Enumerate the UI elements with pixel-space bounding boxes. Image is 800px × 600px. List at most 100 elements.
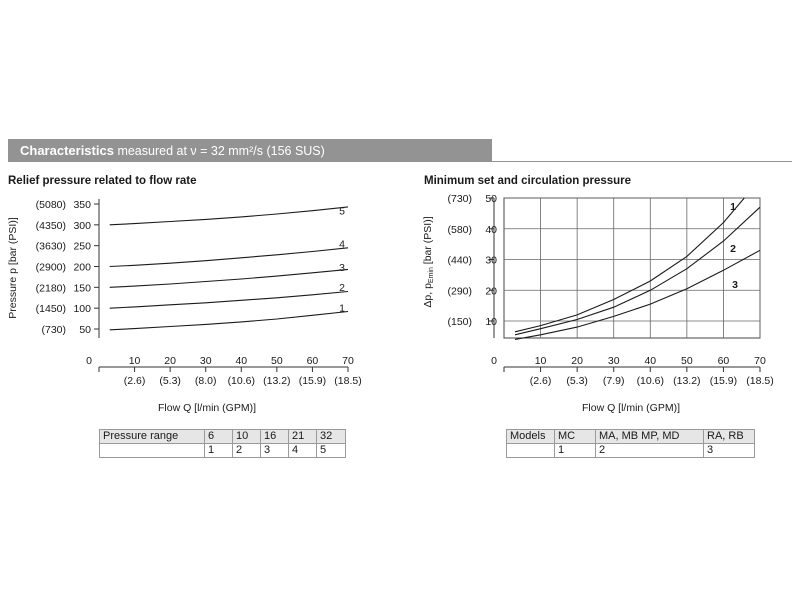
relief-x-tick-alt-label: (2.6) [124, 375, 146, 387]
relief-x-tick-label: 20 [164, 355, 176, 367]
relief-x-tick-alt-label: (18.5) [334, 375, 361, 387]
relief-series-line-5 [109, 206, 349, 226]
minimum-y-axis-label: Δp, pEmin [bar (PSI)] [422, 216, 435, 307]
relief-x-tick-alt-label: (15.9) [299, 375, 326, 387]
table-cell: 1 [204, 443, 233, 458]
pressure-range-table: Pressure range 6 10 16 21 32 1 2 3 4 5 [99, 429, 346, 458]
relief-y-tick-label: 350 [73, 199, 91, 211]
minimum-series-line-1 [514, 197, 745, 333]
table-cell: 1 [554, 443, 596, 458]
relief-y-tick-alt-label: (2180) [36, 282, 66, 294]
minimum-x-tick-alt-label: (18.5) [746, 375, 773, 387]
relief-series-label-3: 3 [339, 262, 345, 274]
relief-y-tick-label: 50 [79, 324, 91, 336]
table-header-row: Models MC MA, MB MP, MD RA, RB [506, 429, 755, 444]
relief-x-tick-label: 40 [235, 355, 247, 367]
minimum-x-axis-label: Flow Q [l/min (GPM)] [582, 402, 680, 414]
minimum-y-tick-label: 30 [485, 255, 497, 267]
relief-series-label-4: 4 [339, 239, 345, 251]
relief-x-tick-alt-label: (8.0) [195, 375, 217, 387]
table-cell: 6 [204, 429, 233, 444]
relief-y-tick-label: 250 [73, 241, 91, 253]
table-cell: 5 [316, 443, 346, 458]
relief-x-tick-alt-label: (10.6) [228, 375, 255, 387]
minimum-plot-frame [503, 197, 761, 339]
table-row: 1 2 3 [506, 443, 755, 458]
table-cell: 21 [288, 429, 317, 444]
table-cell: 16 [260, 429, 289, 444]
relief-series-line-3 [109, 268, 349, 288]
table-cell: 32 [316, 429, 346, 444]
minimum-y-tick-label: 40 [485, 224, 497, 236]
relief-y-tick-label: 200 [73, 262, 91, 274]
table-cell: 4 [288, 443, 317, 458]
minimum-x-tick-alt-label: (15.9) [710, 375, 737, 387]
table-cell: Models [506, 429, 555, 444]
table-cell: MA, MB MP, MD [595, 429, 704, 444]
minimum-series-label-2: 2 [730, 243, 736, 255]
relief-y-tick-alt-label: (3630) [36, 241, 66, 253]
table-cell: RA, RB [703, 429, 755, 444]
relief-origin-label: 0 [86, 355, 92, 367]
section-header-bar [8, 139, 492, 162]
minimum-x-tick-alt-label: (2.6) [530, 375, 552, 387]
table-row: 1 2 3 4 5 [99, 443, 346, 458]
minimum-origin-label: 0 [491, 355, 497, 367]
minimum-x-tick-label: 10 [535, 355, 547, 367]
minimum-x-tick-label: 30 [608, 355, 620, 367]
relief-y-axis-label: Pressure p [bar (PSI)] [7, 217, 19, 319]
relief-series-label-5: 5 [339, 206, 345, 218]
table-header-row: Pressure range 6 10 16 21 32 [99, 429, 346, 444]
minimum-x-tick-alt-label: (5.3) [566, 375, 588, 387]
minimum-x-tick-alt-label: (13.2) [673, 375, 700, 387]
minimum-y-tick-label: 50 [485, 193, 497, 205]
table-cell [99, 443, 205, 458]
minimum-x-tick-label: 50 [681, 355, 693, 367]
table-cell: 2 [232, 443, 261, 458]
relief-x-tick-alt-label: (13.2) [263, 375, 290, 387]
relief-y-tick-label: 150 [73, 282, 91, 294]
relief-series-line-2 [109, 290, 349, 309]
relief-x-tick-label: 50 [271, 355, 283, 367]
minimum-y-tick-alt-label: (290) [447, 285, 472, 297]
table-cell: 3 [703, 443, 755, 458]
minimum-series-line-3 [514, 249, 761, 340]
minimum-chart-title: Minimum set and circulation pressure [424, 175, 632, 187]
minimum-x-tick-label: 60 [718, 355, 730, 367]
section-header: Characteristics measured at ν = 32 mm²/s… [20, 142, 325, 160]
relief-x-tick-label: 60 [307, 355, 319, 367]
relief-y-tick-alt-label: (2900) [36, 262, 66, 274]
relief-x-tick-label: 70 [342, 355, 354, 367]
minimum-x-tick-label: 20 [571, 355, 583, 367]
relief-y-tick-alt-label: (730) [41, 324, 66, 336]
minimum-y-tick-label: 20 [485, 285, 497, 297]
relief-y-tick-label: 300 [73, 220, 91, 232]
section-subtitle: measured at ν = 32 mm²/s (156 SUS) [117, 144, 325, 158]
table-cell: 2 [595, 443, 704, 458]
table-cell [506, 443, 555, 458]
relief-y-tick-label: 100 [73, 303, 91, 315]
minimum-y-tick-alt-label: (150) [447, 316, 472, 328]
relief-chart-title: Relief pressure related to flow rate [8, 175, 197, 187]
relief-series-line-1 [109, 310, 349, 331]
minimum-series-line-2 [514, 206, 761, 336]
minimum-y-tick-alt-label: (580) [447, 224, 472, 236]
minimum-y-tick-alt-label: (730) [447, 193, 472, 205]
minimum-series-label-3: 3 [732, 279, 738, 291]
models-table: Models MC MA, MB MP, MD RA, RB 1 2 3 [506, 429, 755, 458]
relief-series-line-4 [109, 247, 349, 268]
minimum-x-tick-label: 70 [754, 355, 766, 367]
relief-series-label-2: 2 [339, 282, 345, 294]
minimum-series-label-1: 1 [730, 201, 736, 213]
relief-y-tick-alt-label: (1450) [36, 303, 66, 315]
table-cell: MC [554, 429, 596, 444]
section-header-rule [8, 161, 792, 162]
relief-y-tick-alt-label: (4350) [36, 220, 66, 232]
relief-y-tick-alt-label: (5080) [36, 199, 66, 211]
relief-x-tick-label: 10 [129, 355, 141, 367]
relief-x-axis-label: Flow Q [l/min (GPM)] [158, 402, 256, 414]
relief-x-tick-alt-label: (5.3) [159, 375, 181, 387]
minimum-y-tick-alt-label: (440) [447, 255, 472, 267]
minimum-y-tick-label: 10 [485, 316, 497, 328]
